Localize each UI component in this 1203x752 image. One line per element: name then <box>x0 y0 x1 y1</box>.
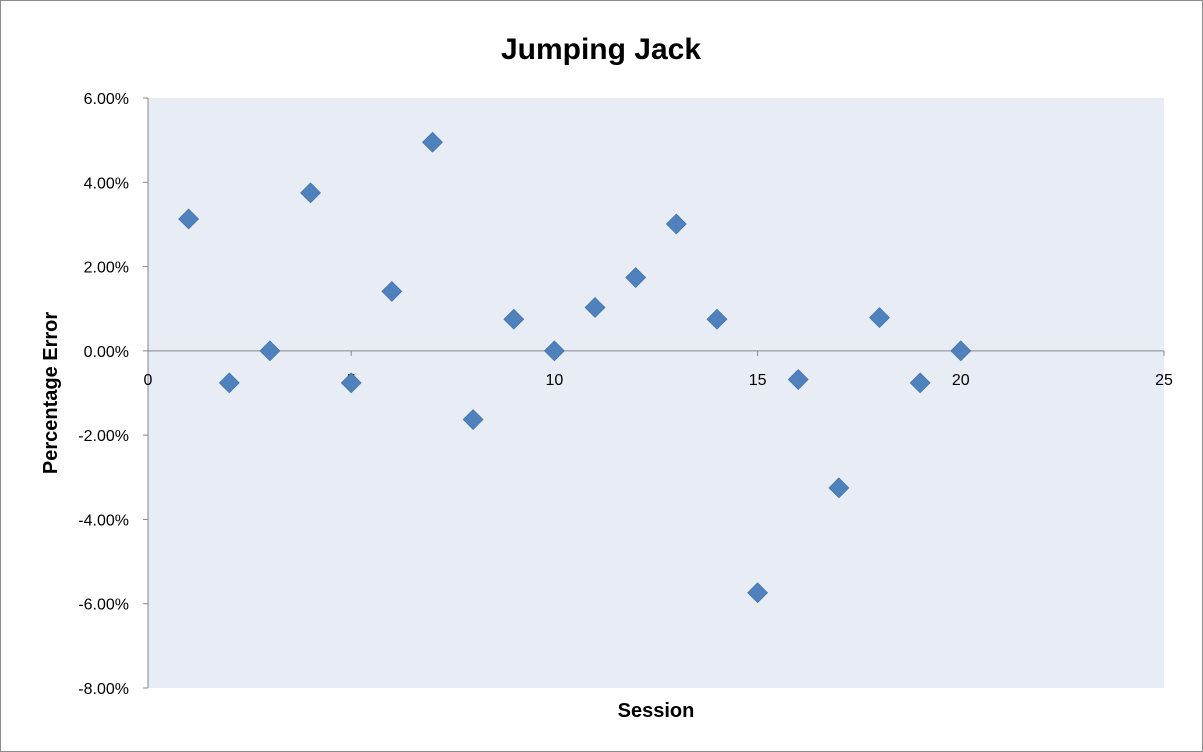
data-point <box>869 307 890 328</box>
x-tick-label: 0 <box>144 372 153 389</box>
data-point <box>503 308 525 330</box>
x-tick-label: 25 <box>1155 372 1173 389</box>
data-point <box>625 267 647 288</box>
data-point <box>462 409 484 430</box>
y-axis-ticks: 6.00% 4.00% 2.00% 0.00% -2.00% -4.00% -6.00% -8… <box>78 91 148 698</box>
data-point <box>909 372 931 394</box>
data-point <box>950 340 972 362</box>
y-tick-label: -4.00% <box>78 512 129 529</box>
y-axis-title: Percentage Error <box>40 312 62 475</box>
y-tick-label: -8.00% <box>78 681 129 698</box>
plot-area <box>148 98 1164 688</box>
data-point <box>584 297 606 318</box>
y-tick-label: 0.00% <box>84 344 129 361</box>
data-point <box>543 340 565 362</box>
data-point <box>665 213 687 235</box>
y-tick-label: -6.00% <box>78 597 129 614</box>
data-point <box>300 182 321 204</box>
data-point <box>828 477 850 499</box>
data-point <box>259 340 281 362</box>
data-point <box>340 372 362 394</box>
x-axis-title: Session <box>618 700 695 722</box>
chart-title: Jumping Jack <box>501 33 701 66</box>
data-point <box>787 369 809 390</box>
y-tick-label: -2.00% <box>78 428 129 445</box>
x-tick-label: 15 <box>749 372 767 389</box>
data-point <box>747 582 769 604</box>
data-points <box>178 131 972 604</box>
data-point <box>422 131 443 153</box>
data-point <box>706 308 728 330</box>
data-point <box>218 372 240 394</box>
y-tick-label: 4.00% <box>84 175 129 192</box>
data-point <box>381 281 403 302</box>
x-tick-label: 20 <box>952 372 970 389</box>
x-tick-label: 10 <box>546 372 564 389</box>
y-tick-label: 6.00% <box>84 91 129 108</box>
data-point <box>178 208 200 230</box>
y-tick-label: 2.00% <box>84 260 129 277</box>
